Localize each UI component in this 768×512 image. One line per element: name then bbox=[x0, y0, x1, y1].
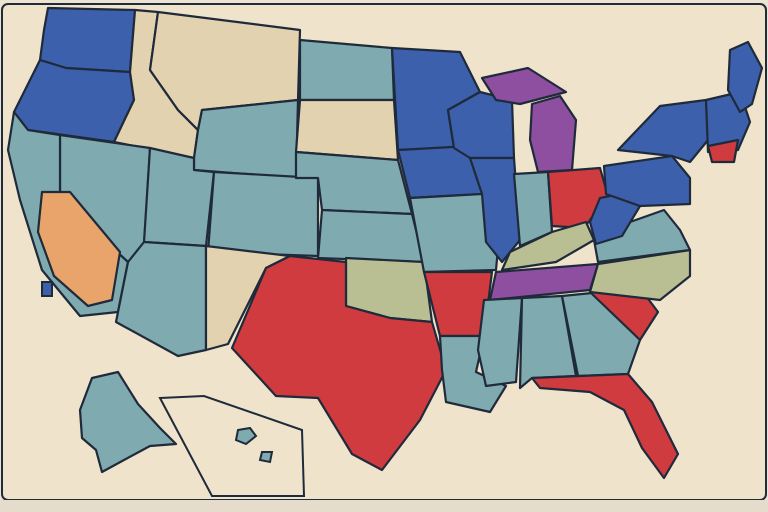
state-pennsylvania bbox=[602, 154, 692, 208]
state-alaska bbox=[78, 370, 178, 474]
state-kansas bbox=[316, 208, 426, 264]
state-north-dakota bbox=[298, 38, 396, 102]
state-colorado bbox=[206, 170, 320, 258]
state-new-jersey bbox=[706, 138, 740, 164]
state-maine bbox=[726, 40, 764, 114]
state-mississippi bbox=[476, 296, 524, 388]
state-new-mexico bbox=[204, 244, 292, 352]
state-wyoming bbox=[192, 98, 300, 180]
inset-frame bbox=[158, 394, 306, 497]
state-florida bbox=[530, 372, 680, 480]
hawaii-islands bbox=[234, 426, 258, 446]
state-washington bbox=[38, 6, 137, 74]
state-texas bbox=[230, 254, 448, 472]
state-california-south bbox=[36, 190, 122, 308]
state-south-dakota bbox=[294, 98, 400, 162]
gulf-islands bbox=[41, 281, 53, 297]
map-paper-shadow bbox=[0, 500, 768, 512]
state-michigan-upper bbox=[480, 66, 568, 106]
hawaii-islands-small bbox=[258, 451, 274, 464]
state-illinois bbox=[468, 156, 522, 264]
